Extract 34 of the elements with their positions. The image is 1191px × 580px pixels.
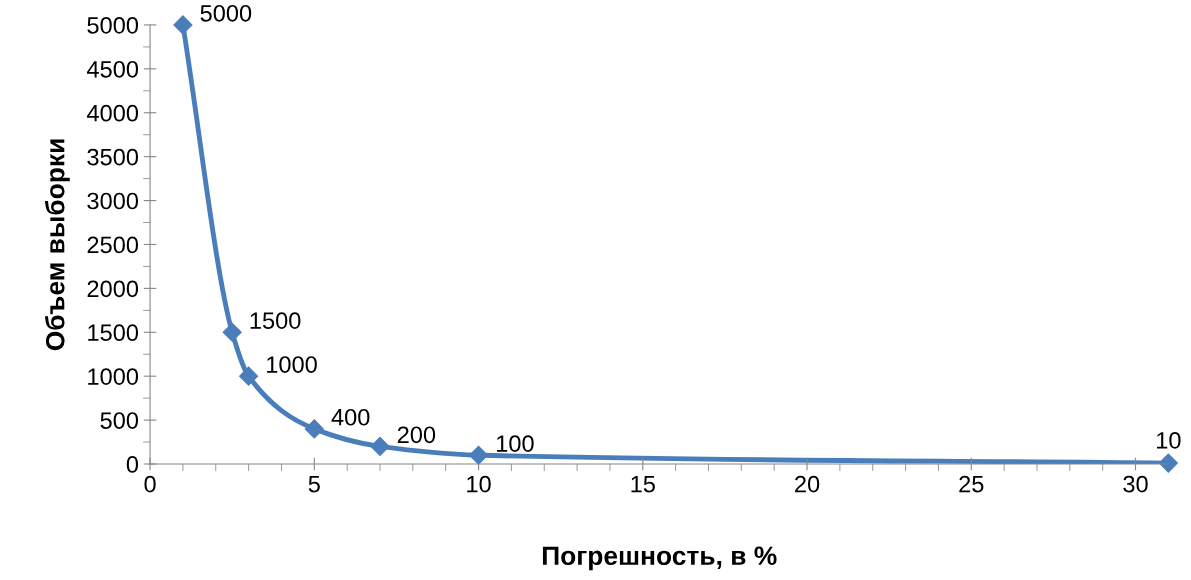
x-tick-label: 20	[795, 475, 820, 493]
y-tick-label: 4500	[86, 60, 139, 78]
point	[173, 15, 193, 35]
y-tick-label: 2500	[87, 236, 139, 254]
y-tick-label: 1000	[88, 368, 139, 385]
y-tick-label: 500	[100, 412, 139, 429]
data-label: 100	[497, 435, 534, 452]
x-tick-label: 0	[144, 475, 156, 493]
x-tick-label: 10	[467, 475, 491, 493]
y-tick-label: 4000	[86, 104, 139, 122]
x-tick-label: 25	[959, 475, 984, 493]
point	[370, 436, 390, 456]
x-axis-title: Погрешность, в %	[542, 546, 777, 571]
x-tick-label: 15	[631, 475, 655, 493]
data-label: 5000	[200, 4, 252, 22]
y-tick-label: 1500	[88, 324, 139, 342]
y-axis-title: Объем выборки	[44, 139, 70, 351]
y-tick-label: 0	[126, 456, 139, 473]
x-tick-label: 5	[308, 475, 320, 493]
data-label: 200	[397, 426, 436, 444]
x-tick-label: 30	[1123, 475, 1148, 493]
point	[304, 419, 324, 439]
point	[469, 445, 489, 465]
y-tick-label: 5000	[87, 17, 139, 34]
point	[222, 322, 242, 342]
data-label: 10	[1157, 432, 1181, 449]
point	[239, 366, 259, 386]
data-label: 400	[331, 408, 370, 426]
data-label: 1500	[250, 312, 301, 329]
data-label: 1000	[267, 356, 317, 373]
y-tick-label: 3000	[87, 192, 139, 210]
y-tick-label: 2000	[87, 280, 139, 298]
y-tick-label: 3500	[87, 148, 139, 166]
point	[1158, 453, 1178, 473]
